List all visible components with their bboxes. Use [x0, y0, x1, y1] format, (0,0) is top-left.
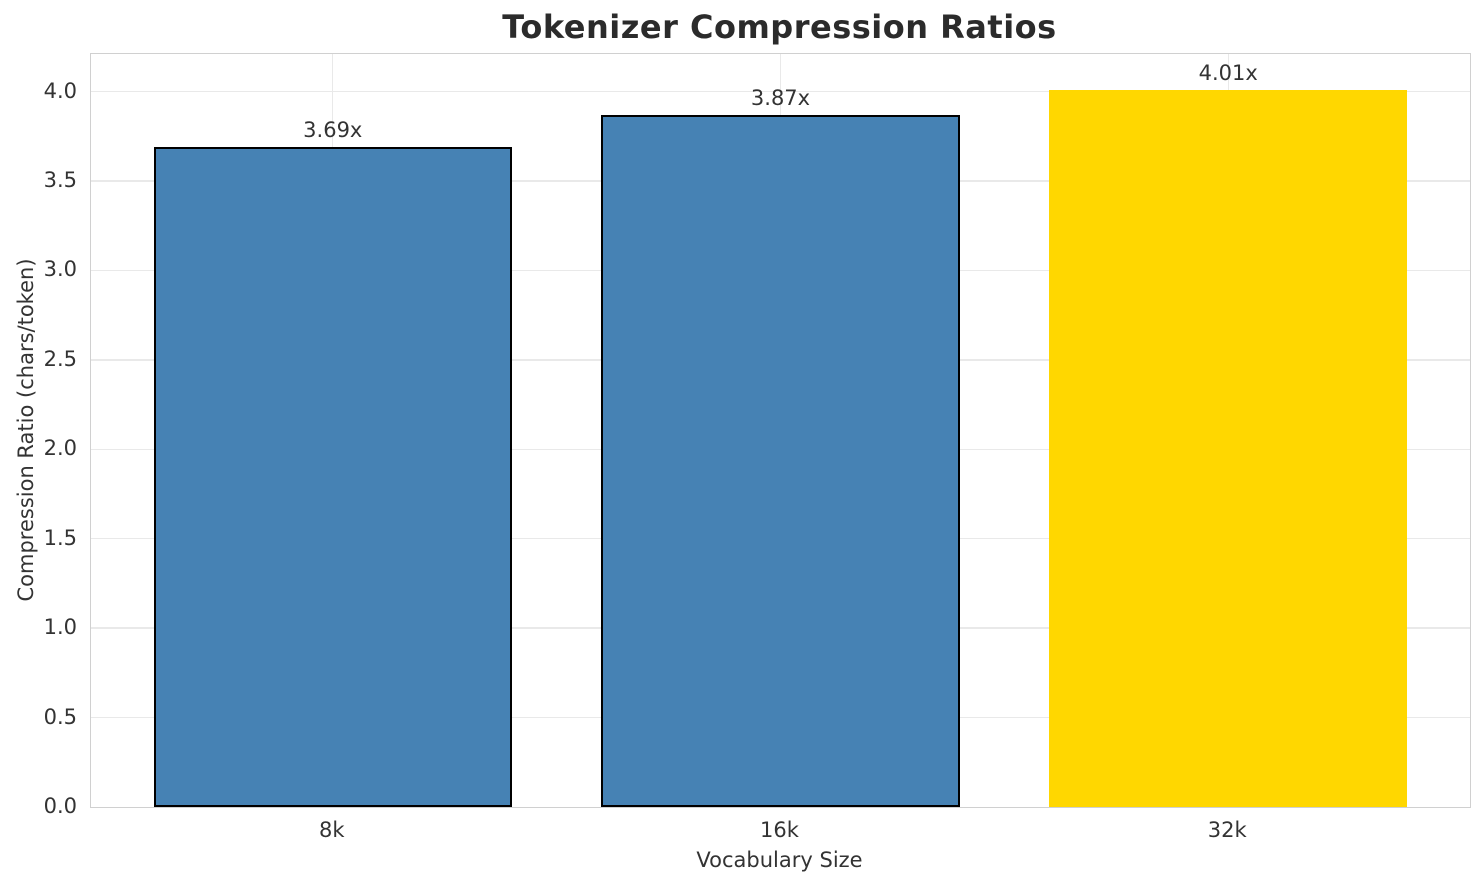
x-tick-label: 32k: [1207, 818, 1247, 842]
bar-value-label: 3.87x: [750, 85, 811, 110]
x-tick-label: 16k: [760, 818, 799, 842]
bars-layer: 3.69x 3.87x 4.01x: [91, 54, 1470, 807]
y-tick-label: 0.5: [43, 704, 77, 729]
y-tick-label: 1.5: [43, 525, 77, 550]
y-tick-label: 2.0: [43, 436, 77, 461]
bar-value-label: 4.01x: [1198, 60, 1258, 85]
bar-8k: [153, 147, 512, 807]
y-tick-label: 3.5: [43, 167, 77, 192]
y-tick-label: 1.0: [43, 615, 77, 640]
y-axis-label: Compression Ratio (chars/token): [14, 258, 38, 602]
y-tick-label: 3.0: [43, 257, 77, 282]
y-tick-label: 4.0: [43, 78, 77, 103]
plot-area: 3.69x 3.87x 4.01x: [90, 53, 1471, 808]
bar-32k: [1049, 89, 1408, 807]
y-tick-label: 2.5: [43, 346, 77, 371]
y-tick-label: 0.0: [43, 794, 77, 818]
x-axis-label: Vocabulary Size: [696, 848, 863, 872]
chart-title: Tokenizer Compression Ratios: [502, 8, 1057, 46]
bar-16k: [601, 114, 960, 807]
bar-value-label: 3.69x: [303, 118, 363, 143]
x-tick-label: 8k: [319, 818, 345, 842]
